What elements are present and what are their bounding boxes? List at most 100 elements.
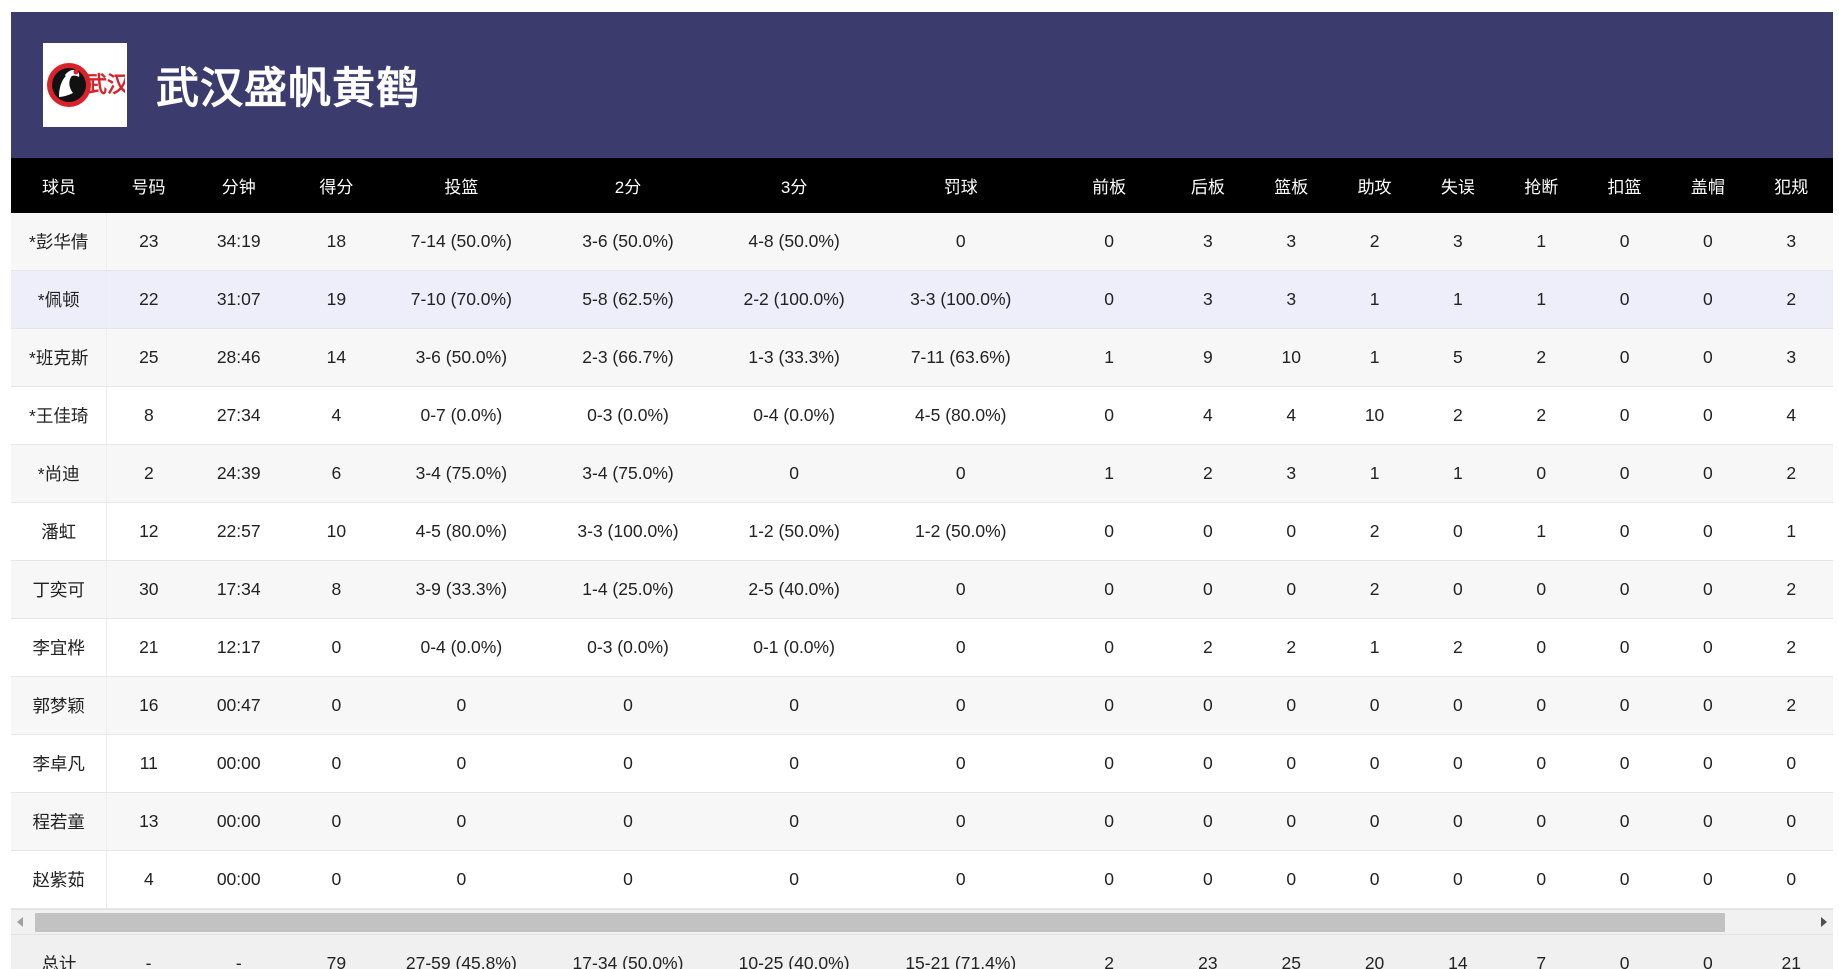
col-tov-cell: 0 (1416, 502, 1500, 561)
col-minutes-cell: 22:57 (190, 502, 288, 561)
table-row[interactable]: 潘虹 12 22:57 10 4-5 (80.0%) 3-3 (100.0%) 1-2 (5… (11, 502, 1833, 561)
team-header: 武汉 武汉盛帆黄鹤 (11, 12, 1833, 158)
header-col-ft[interactable]: 罚球 (869, 158, 1053, 213)
col-dunk-cell: 0 (1582, 213, 1667, 271)
header-col-reb[interactable]: 篮板 (1249, 158, 1333, 213)
header-col-ast[interactable]: 助攻 (1332, 158, 1417, 213)
header-col-tov[interactable]: 失误 (1416, 158, 1500, 213)
player-name-cell: 赵紫茹 (11, 850, 108, 909)
col-oreb-cell: 1 (1052, 444, 1167, 503)
header-col-number[interactable]: 号码 (106, 158, 191, 213)
col-oreb-cell: 0 (1052, 676, 1167, 735)
col-2pt-cell: 1-4 (25.0%) (537, 560, 719, 619)
col-foul-cell: 2 (1749, 618, 1833, 677)
header-col-3pt[interactable]: 3分 (718, 158, 870, 213)
col-points-cell: 19 (287, 270, 386, 329)
header-col-foul[interactable]: 犯规 (1749, 158, 1833, 213)
total-col-points-cell: 79 (287, 935, 386, 969)
col-blk-cell: 0 (1666, 502, 1750, 561)
col-2pt-cell: 5-8 (62.5%) (537, 270, 719, 329)
table-row[interactable]: *王佳琦 8 27:34 4 0-7 (0.0%) 0-3 (0.0%) 0-4 (0.0%… (11, 386, 1833, 445)
col-dreb-cell: 0 (1166, 734, 1250, 793)
scrollbar-thumb[interactable] (35, 913, 1725, 932)
table-row[interactable]: *彭华倩 23 34:19 18 7-14 (50.0%) 3-6 (50.0%) 4-8 … (11, 213, 1833, 271)
scroll-left-arrow-icon[interactable] (11, 910, 29, 934)
col-ft-cell: 4-5 (80.0%) (869, 386, 1053, 445)
table-row[interactable]: 李卓凡 11 00:00 0 0 0 0 0 0 0 0 0 0 0 0 0 0 (11, 734, 1833, 793)
col-foul-cell: 4 (1749, 386, 1833, 445)
header-col-dunk[interactable]: 扣篮 (1582, 158, 1667, 213)
col-2pt-cell: 0-3 (0.0%) (537, 618, 719, 677)
table-row[interactable]: 郭梦颖 16 00:47 0 0 0 0 0 0 0 0 0 0 0 0 0 2 (11, 676, 1833, 735)
col-ft-cell: 3-3 (100.0%) (869, 270, 1053, 329)
col-fg-cell: 3-6 (50.0%) (385, 328, 538, 387)
player-name-cell: 郭梦颖 (11, 676, 108, 735)
col-3pt-cell: 2-5 (40.0%) (718, 560, 870, 619)
col-ast-cell: 1 (1332, 328, 1417, 387)
col-dunk-cell: 0 (1582, 676, 1667, 735)
col-3pt-cell: 0 (718, 734, 870, 793)
header-col-fg[interactable]: 投篮 (385, 158, 538, 213)
table-row[interactable]: 李宜桦 21 12:17 0 0-4 (0.0%) 0-3 (0.0%) 0-1 (0.0%… (11, 618, 1833, 677)
col-minutes-cell: 31:07 (190, 270, 288, 329)
horizontal-scrollbar[interactable] (11, 909, 1833, 935)
col-reb-cell: 4 (1249, 386, 1333, 445)
col-stl-cell: 0 (1499, 560, 1583, 619)
col-foul-cell: 2 (1749, 270, 1833, 329)
col-number-cell: 16 (106, 676, 191, 735)
player-name-cell: 丁奕可 (11, 560, 108, 619)
col-ft-cell: 0 (869, 618, 1053, 677)
col-dreb-cell: 3 (1166, 270, 1250, 329)
col-ast-cell: 0 (1332, 676, 1417, 735)
header-col-points[interactable]: 得分 (287, 158, 386, 213)
total-col-number-cell: - (106, 935, 191, 969)
col-2pt-cell: 3-6 (50.0%) (537, 213, 719, 271)
col-stl-cell: 1 (1499, 270, 1583, 329)
col-points-cell: 10 (287, 502, 386, 561)
table-row[interactable]: 程若童 13 00:00 0 0 0 0 0 0 0 0 0 0 0 0 0 0 (11, 792, 1833, 851)
header-col-stl[interactable]: 抢断 (1499, 158, 1583, 213)
col-stl-cell: 0 (1499, 618, 1583, 677)
col-tov-cell: 2 (1416, 618, 1500, 677)
col-stl-cell: 1 (1499, 213, 1583, 271)
col-ast-cell: 1 (1332, 270, 1417, 329)
header-col-player[interactable]: 球员 (11, 158, 107, 213)
table-row[interactable]: *佩顿 22 31:07 19 7-10 (70.0%) 5-8 (62.5%) 2-2 (… (11, 270, 1833, 329)
player-name-cell: 潘虹 (11, 502, 108, 561)
table-row[interactable]: *班克斯 25 28:46 14 3-6 (50.0%) 2-3 (66.7%) 1-3 (… (11, 328, 1833, 387)
col-stl-cell: 0 (1499, 792, 1583, 851)
header-col-oreb[interactable]: 前板 (1052, 158, 1167, 213)
col-ft-cell: 0 (869, 792, 1053, 851)
col-tov-cell: 0 (1416, 792, 1500, 851)
col-tov-cell: 1 (1416, 444, 1500, 503)
col-foul-cell: 0 (1749, 734, 1833, 793)
col-foul-cell: 1 (1749, 502, 1833, 561)
scroll-right-arrow-icon[interactable] (1815, 910, 1833, 934)
col-2pt-cell: 0 (537, 850, 719, 909)
col-blk-cell: 0 (1666, 270, 1750, 329)
col-reb-cell: 0 (1249, 560, 1333, 619)
logo-text: 武汉 (85, 72, 125, 98)
header-col-minutes[interactable]: 分钟 (190, 158, 288, 213)
header-col-dreb[interactable]: 后板 (1166, 158, 1250, 213)
crane-logo-icon: 武汉 (47, 63, 125, 107)
total-col-foul-cell: 21 (1749, 935, 1833, 969)
col-dunk-cell: 0 (1582, 444, 1667, 503)
table-row[interactable]: 赵紫茹 4 00:00 0 0 0 0 0 0 0 0 0 0 0 0 0 0 (11, 850, 1833, 909)
col-ft-cell: 0 (869, 734, 1053, 793)
player-name-cell: 李宜桦 (11, 618, 108, 677)
col-reb-cell: 2 (1249, 618, 1333, 677)
col-fg-cell: 4-5 (80.0%) (385, 502, 538, 561)
col-points-cell: 0 (287, 676, 386, 735)
col-dreb-cell: 4 (1166, 386, 1250, 445)
table-row[interactable]: 丁奕可 30 17:34 8 3-9 (33.3%) 1-4 (25.0%) 2-5 (40… (11, 560, 1833, 619)
header-col-2pt[interactable]: 2分 (537, 158, 719, 213)
col-dreb-cell: 0 (1166, 676, 1250, 735)
table-row[interactable]: *尚迪 2 24:39 6 3-4 (75.0%) 3-4 (75.0%) 0 0 1 2 3 1 1 0… (11, 444, 1833, 503)
col-2pt-cell: 0-3 (0.0%) (537, 386, 719, 445)
col-points-cell: 14 (287, 328, 386, 387)
col-foul-cell: 2 (1749, 560, 1833, 619)
col-reb-cell: 0 (1249, 734, 1333, 793)
col-3pt-cell: 0 (718, 444, 870, 503)
header-col-blk[interactable]: 盖帽 (1666, 158, 1750, 213)
